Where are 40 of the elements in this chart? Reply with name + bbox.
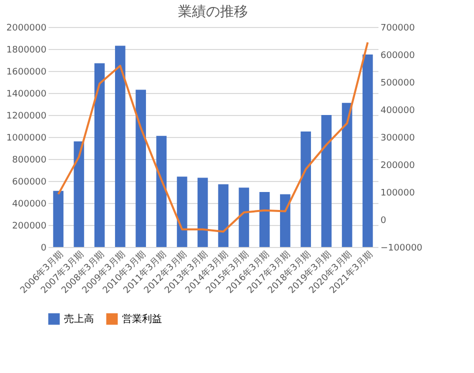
- bar: [115, 46, 126, 247]
- bar: [321, 115, 332, 247]
- y-tick-label: 1400000: [6, 90, 47, 100]
- bar: [342, 102, 352, 247]
- bar: [300, 132, 311, 247]
- y-tick-label: 1800000: [6, 46, 47, 56]
- bar: [176, 176, 188, 247]
- y-tick-label: 1600000: [6, 68, 47, 78]
- bar: [238, 188, 250, 247]
- legend-label: 売上高: [64, 313, 94, 325]
- y-tick-label: 1200000: [6, 112, 47, 122]
- bar: [280, 194, 290, 247]
- y2-tick-label: 200000: [380, 161, 416, 171]
- y2-tick-label: −100000: [380, 244, 423, 254]
- y2-tick-label: 500000: [380, 78, 416, 88]
- y2-tick-label: 600000: [380, 51, 416, 61]
- legend-label: 営業利益: [122, 313, 162, 325]
- y2-tick-label: 700000: [380, 24, 416, 34]
- bar: [136, 90, 146, 247]
- bar: [259, 192, 270, 247]
- y-tick-label: 200000: [12, 222, 47, 232]
- y2-tick-label: 0: [380, 216, 386, 226]
- bar: [94, 63, 105, 247]
- bar: [53, 190, 64, 247]
- bar: [218, 184, 228, 247]
- line-series: [57, 41, 369, 233]
- chart-title: 業績の推移: [178, 4, 248, 20]
- y2-tick-label: 100000: [380, 188, 416, 198]
- y-tick-label: 600000: [12, 178, 47, 188]
- y-tick-label: 800000: [12, 156, 47, 166]
- bar: [156, 136, 167, 247]
- y2-tick-label: 300000: [380, 134, 416, 144]
- bar: [198, 178, 208, 247]
- y2-tick-label: 400000: [380, 106, 416, 116]
- bar: [74, 141, 84, 247]
- y-tick-label: 0: [40, 244, 47, 254]
- bar: [362, 54, 373, 247]
- y-tick-label: 2000000: [6, 24, 47, 34]
- y-tick-label: 1000000: [6, 134, 47, 144]
- y-tick-label: 400000: [12, 200, 47, 210]
